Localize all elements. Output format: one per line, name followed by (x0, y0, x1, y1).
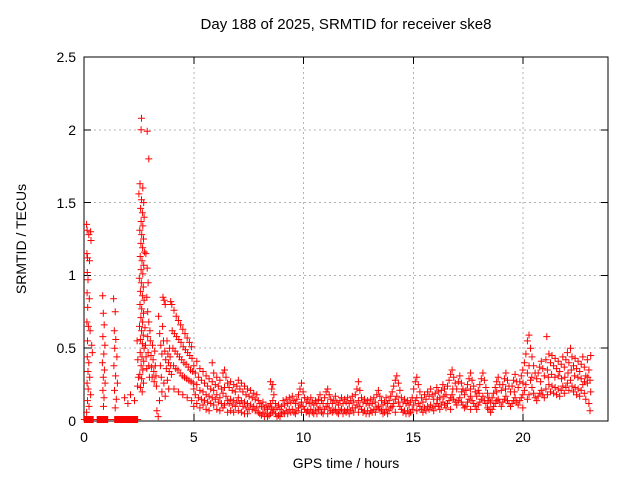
plot-border (83, 56, 609, 422)
y-tick-label: 0 (68, 413, 76, 429)
x-axis-label: GPS time / hours (292, 455, 400, 471)
y-tick-label: 2.5 (56, 49, 76, 65)
x-tick-label: 20 (515, 429, 531, 445)
x-tick-label: 15 (405, 429, 422, 445)
chart-title: Day 188 of 2025, SRMTID for receiver ske… (200, 16, 492, 33)
y-tick-label: 1 (68, 267, 76, 284)
y-tick-label: 0.5 (56, 340, 76, 357)
y-tick-label: 2 (68, 121, 76, 138)
x-tick-label: 5 (189, 429, 198, 445)
x-tick-label: 0 (80, 429, 88, 445)
scatter-points (80, 114, 595, 423)
gridlines (84, 57, 608, 421)
y-axis-label: SRMTID / TECUs (13, 183, 29, 295)
y-tick-label: 1.5 (56, 194, 76, 211)
x-tick-label: 10 (295, 429, 312, 445)
